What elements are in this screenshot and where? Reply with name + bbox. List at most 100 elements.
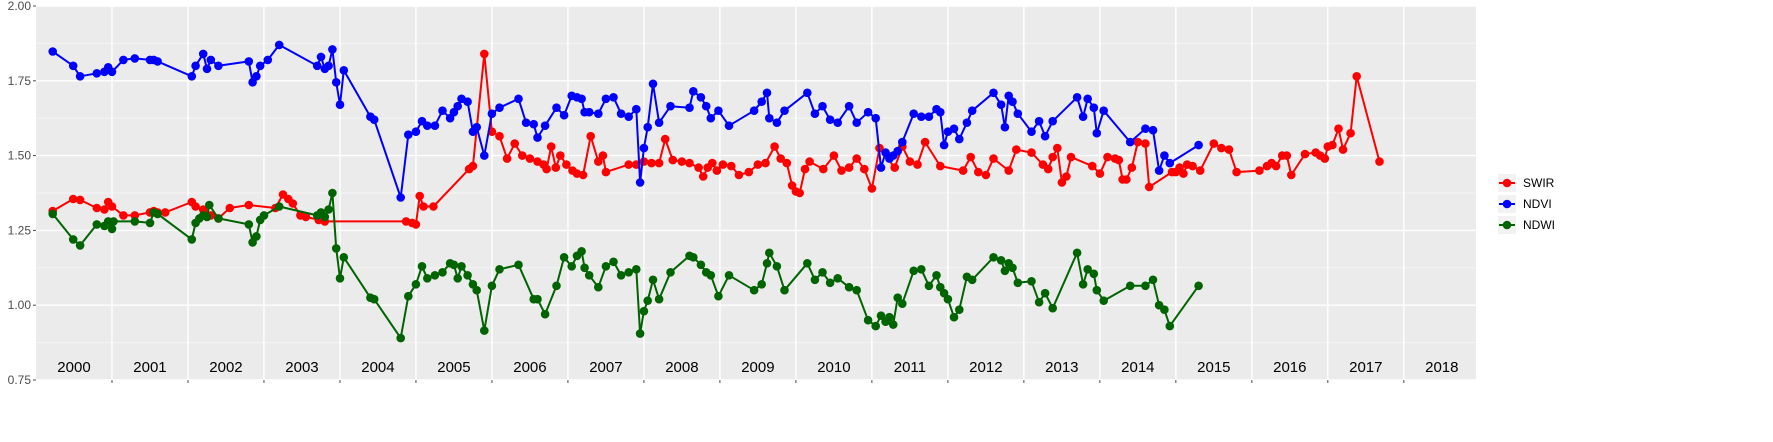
- data-point-ndwi: [932, 271, 941, 280]
- data-point-swir: [1095, 169, 1105, 178]
- data-point-ndvi: [153, 57, 162, 66]
- data-point-swir: [1053, 143, 1062, 153]
- data-point-swir: [1282, 151, 1292, 160]
- data-point-ndvi: [339, 66, 349, 75]
- data-point-ndvi: [487, 109, 497, 118]
- year-label: 2018: [1425, 359, 1458, 376]
- data-point-ndvi: [533, 133, 542, 142]
- data-point-swir: [1004, 166, 1013, 175]
- data-point-ndwi: [540, 309, 550, 319]
- data-point-ndvi: [1194, 140, 1203, 150]
- data-point-ndwi: [92, 220, 102, 229]
- data-point-ndwi: [696, 260, 706, 270]
- data-point-ndvi: [724, 121, 734, 130]
- data-point-swir: [100, 205, 109, 214]
- data-point-ndvi: [939, 140, 949, 150]
- data-point-ndwi: [943, 294, 953, 304]
- year-label: 2000: [57, 359, 90, 376]
- data-point-ndvi: [772, 118, 782, 127]
- data-point-ndwi: [762, 259, 772, 268]
- data-point-ndwi: [714, 291, 723, 301]
- data-point-swir: [594, 157, 603, 166]
- data-point-swir: [805, 157, 814, 166]
- data-point-ndwi: [1125, 281, 1135, 291]
- legend-label-ndwi: NDWI: [1523, 218, 1555, 232]
- data-point-ndwi: [893, 293, 902, 303]
- data-point-ndwi: [833, 274, 842, 283]
- data-point-ndwi: [214, 214, 223, 223]
- data-point-swir: [1133, 137, 1143, 147]
- data-point-swir: [981, 170, 991, 180]
- data-point-ndwi: [559, 252, 569, 262]
- data-point-ndwi: [924, 281, 934, 291]
- year-label: 2013: [1045, 359, 1078, 376]
- data-point-swir: [829, 151, 839, 160]
- data-point-ndvi: [92, 69, 102, 78]
- data-point-ndvi: [1040, 131, 1050, 141]
- data-point-swir: [556, 151, 565, 160]
- data-point-ndwi: [996, 255, 1006, 265]
- data-point-ndwi: [109, 217, 118, 226]
- data-point-ndwi: [594, 282, 603, 292]
- data-point-swir: [936, 161, 945, 171]
- data-point-swir: [770, 142, 779, 151]
- data-point-swir: [647, 158, 656, 168]
- data-point-swir: [1066, 152, 1076, 162]
- data-point-ndvi: [706, 113, 716, 123]
- data-point-ndvi: [411, 127, 421, 136]
- data-point-ndvi: [316, 52, 326, 62]
- data-point-swir: [1141, 139, 1150, 148]
- data-point-ndwi: [259, 211, 269, 220]
- data-point-ndvi: [312, 61, 322, 71]
- data-point-swir: [288, 199, 298, 208]
- data-point-swir: [734, 170, 744, 180]
- data-point-swir: [551, 163, 561, 172]
- data-point-swir: [761, 158, 770, 168]
- data-point-swir: [92, 203, 102, 213]
- data-point-ndwi: [153, 209, 162, 219]
- year-label: 2017: [1349, 359, 1382, 376]
- data-point-swir: [198, 205, 208, 214]
- data-point-ndwi: [533, 294, 542, 304]
- data-point-swir: [844, 163, 854, 172]
- y-tick-label: 1.50: [8, 149, 32, 163]
- data-point-ndvi: [119, 55, 128, 65]
- data-point-ndvi: [803, 88, 812, 98]
- data-point-swir: [867, 184, 877, 193]
- data-point-swir: [191, 202, 200, 211]
- data-point-ndvi: [521, 118, 531, 127]
- data-point-swir: [1088, 161, 1097, 171]
- data-point-swir: [958, 166, 968, 175]
- data-point-ndvi: [863, 107, 873, 117]
- data-point-ndwi: [949, 312, 959, 322]
- data-point-swir: [542, 164, 551, 174]
- data-point-swir: [1144, 182, 1154, 192]
- data-point-ndvi: [75, 72, 85, 81]
- data-point-swir: [518, 151, 527, 160]
- data-point-ndvi: [967, 106, 977, 115]
- data-point-swir: [415, 191, 425, 201]
- data-point-ndwi: [917, 265, 926, 274]
- y-tick-label: 2.00: [8, 0, 32, 13]
- data-point-ndvi: [331, 78, 341, 87]
- data-point-ndvi: [852, 118, 861, 127]
- minor-gridlines: [36, 42, 1476, 344]
- data-point-ndvi: [324, 61, 333, 71]
- data-point-ndwi: [1160, 305, 1169, 315]
- legend-label-swir: SWIR: [1523, 176, 1555, 190]
- data-point-ndwi: [863, 315, 873, 325]
- data-point-ndvi: [529, 119, 538, 129]
- data-point-ndwi: [584, 271, 594, 280]
- data-point-swir: [510, 139, 519, 148]
- data-point-ndvi: [689, 87, 698, 96]
- data-point-ndvi: [187, 72, 197, 81]
- data-point-ndvi: [404, 130, 413, 139]
- data-point-ndvi: [1099, 106, 1108, 115]
- data-point-swir: [601, 167, 611, 177]
- data-point-ndvi: [1048, 116, 1057, 126]
- data-point-swir: [495, 131, 504, 141]
- x-axis: [111, 380, 1405, 383]
- data-point-swir: [708, 158, 717, 168]
- data-point-ndvi: [577, 94, 586, 104]
- data-point-ndvi: [540, 121, 550, 130]
